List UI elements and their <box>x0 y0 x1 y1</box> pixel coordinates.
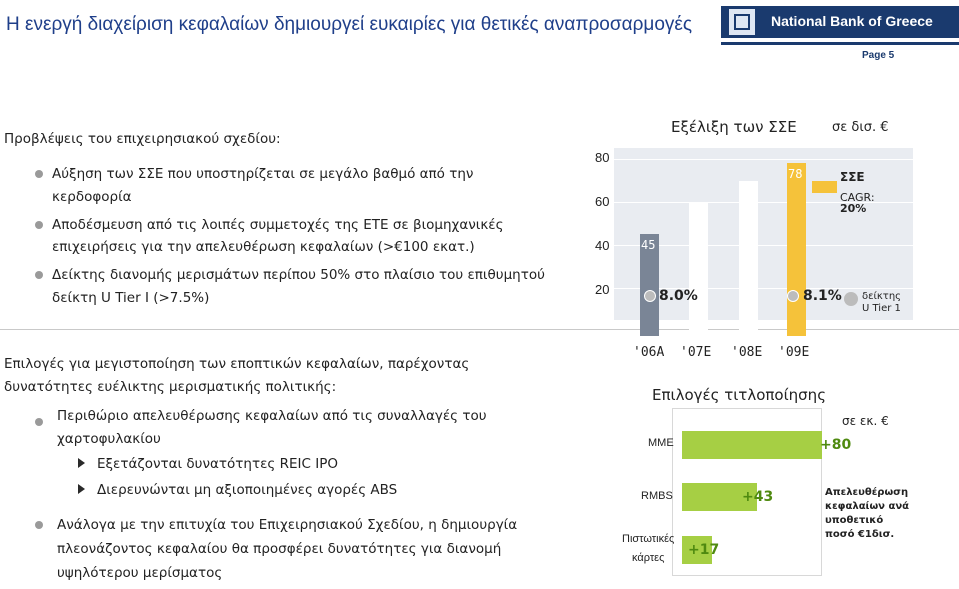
capital-bullet-2-line2: πλεονάζοντος κεφαλαίου θα προσφέρει δυνα… <box>57 541 502 557</box>
bank-logo-icon <box>729 9 755 35</box>
capital-sub-2: Διερευνώνται μη αξιοποιημένες αγορές ABS <box>97 482 398 498</box>
bar-3 <box>786 163 806 336</box>
plan-bullet-3-line1: Δείκτης διανομής μερισμάτων περίπου 50% … <box>52 267 545 283</box>
chart2-plot-area <box>672 408 822 576</box>
note-line: κεφαλαίων ανά <box>825 501 909 512</box>
capital-bullet-2-line3: υψηλότερου μερίσματος <box>57 565 223 581</box>
bar-mme <box>682 431 822 459</box>
legend-cagr-label: CAGR: <box>840 191 875 204</box>
chart1-plot-area <box>614 148 913 320</box>
grid-line <box>614 159 913 160</box>
y-tick-label: 80 <box>595 150 610 165</box>
legend-swatch <box>812 181 837 193</box>
category-label: '09E <box>778 345 810 360</box>
brand-divider <box>721 42 959 45</box>
bar-value-label: 78 <box>788 167 803 182</box>
chart1-unit: σε δισ. € <box>832 120 889 135</box>
plan-bullet-1-line2: κερδοφορία <box>52 189 132 205</box>
bar-0 <box>639 234 659 336</box>
brand-banner: National Bank of Greece <box>721 6 959 38</box>
tier1-marker-icon <box>644 290 656 302</box>
plan-bullet-3-line2: δείκτη U Tier I (>7.5%) <box>52 290 210 306</box>
grid-line <box>614 245 913 246</box>
bar-rmbs <box>682 483 757 511</box>
business-plan-heading: Προβλέψεις του επιχειρησιακού σχεδίου: <box>4 131 281 147</box>
bar-value-label: 45 <box>641 238 656 253</box>
tier1-legend-icon <box>844 292 858 306</box>
grid-line <box>614 288 913 289</box>
page-number: Page 5 <box>862 50 895 61</box>
tier1-value-06: 8.0% <box>659 288 698 304</box>
bar-cards <box>682 536 712 564</box>
bullet-dot-icon <box>35 271 43 279</box>
tier1-legend-line2: U Tier 1 <box>862 303 901 314</box>
category-label: '08E <box>731 345 763 360</box>
y-tick-label: 60 <box>595 194 610 209</box>
row-label-rmbs: RMBS <box>641 490 673 502</box>
value-mme: +80 <box>820 437 852 453</box>
tier1-value-09: 8.1% <box>803 288 842 304</box>
note-line: υποθετικό <box>825 515 884 526</box>
chart2-title: Επιλογές τιτλοποίησης <box>652 386 826 404</box>
note-line: ποσό €1δισ. <box>825 529 895 540</box>
y-tick-label: 40 <box>595 238 610 253</box>
value-cards: +17 <box>688 542 720 558</box>
row-label-cards-line2: κάρτες <box>632 552 665 564</box>
page-title: Η ενεργή διαχείριση κεφαλαίων δημιουργεί… <box>6 14 693 35</box>
arrow-right-icon <box>78 484 85 494</box>
capital-bullet-2-line1: Ανάλογα με την επιτυχία του Επιχειρησιακ… <box>57 517 518 533</box>
bar-1 <box>688 202 708 336</box>
y-tick-label: 20 <box>595 282 610 297</box>
legend-label: ΣΣΕ <box>840 170 865 184</box>
bullet-dot-icon <box>35 521 43 529</box>
capital-options-heading-line1: Επιλογές για μεγιστοποίηση των εποπτικών… <box>4 356 470 372</box>
row-label-cards-line1: Πιστωτικές <box>622 533 675 545</box>
bullet-dot-icon <box>35 170 43 178</box>
grid-line <box>614 202 913 203</box>
brand-name: National Bank of Greece <box>771 13 933 29</box>
bullet-dot-icon <box>35 221 43 229</box>
row-label-mme: ΜΜΕ <box>648 437 674 449</box>
section-divider <box>0 329 959 330</box>
category-label: '07E <box>680 345 712 360</box>
note-line: Απελευθέρωση <box>825 487 909 498</box>
capital-sub-1: Εξετάζονται δυνατότητες REIC IPO <box>97 456 338 472</box>
plan-bullet-1-line1: Αύξηση των ΣΣΕ που υποστηρίζεται σε μεγά… <box>52 166 474 182</box>
value-rmbs: +43 <box>742 489 774 505</box>
capital-bullet-1-line2: χαρτοφυλακίου <box>57 431 161 447</box>
tier1-marker-icon <box>787 290 799 302</box>
plan-bullet-2-line1: Αποδέσμευση από τις λοιπές συμμετοχές τη… <box>52 217 504 233</box>
capital-options-heading-line2: δυνατότητες ευέλικτης μερισματικής πολιτ… <box>4 379 337 395</box>
bar-2 <box>738 180 758 336</box>
tier1-legend-line1: δείκτης <box>862 291 902 302</box>
chart2-note: Απελευθέρωση κεφαλαίων ανά υποθετικό ποσ… <box>825 486 909 542</box>
chart1-title: Εξέλιξη των ΣΣΕ <box>671 118 797 136</box>
chart2-unit: σε εκ. € <box>842 414 889 428</box>
plan-bullet-2-line2: επιχειρήσεις για την απελευθέρωση κεφαλα… <box>52 239 475 255</box>
capital-bullet-1-line1: Περιθώριο απελευθέρωσης κεφαλαίων από τι… <box>57 408 487 424</box>
arrow-right-icon <box>78 458 85 468</box>
bullet-dot-icon <box>35 418 43 426</box>
legend-cagr-value: 20% <box>840 202 867 215</box>
category-label: '06A <box>633 345 665 360</box>
